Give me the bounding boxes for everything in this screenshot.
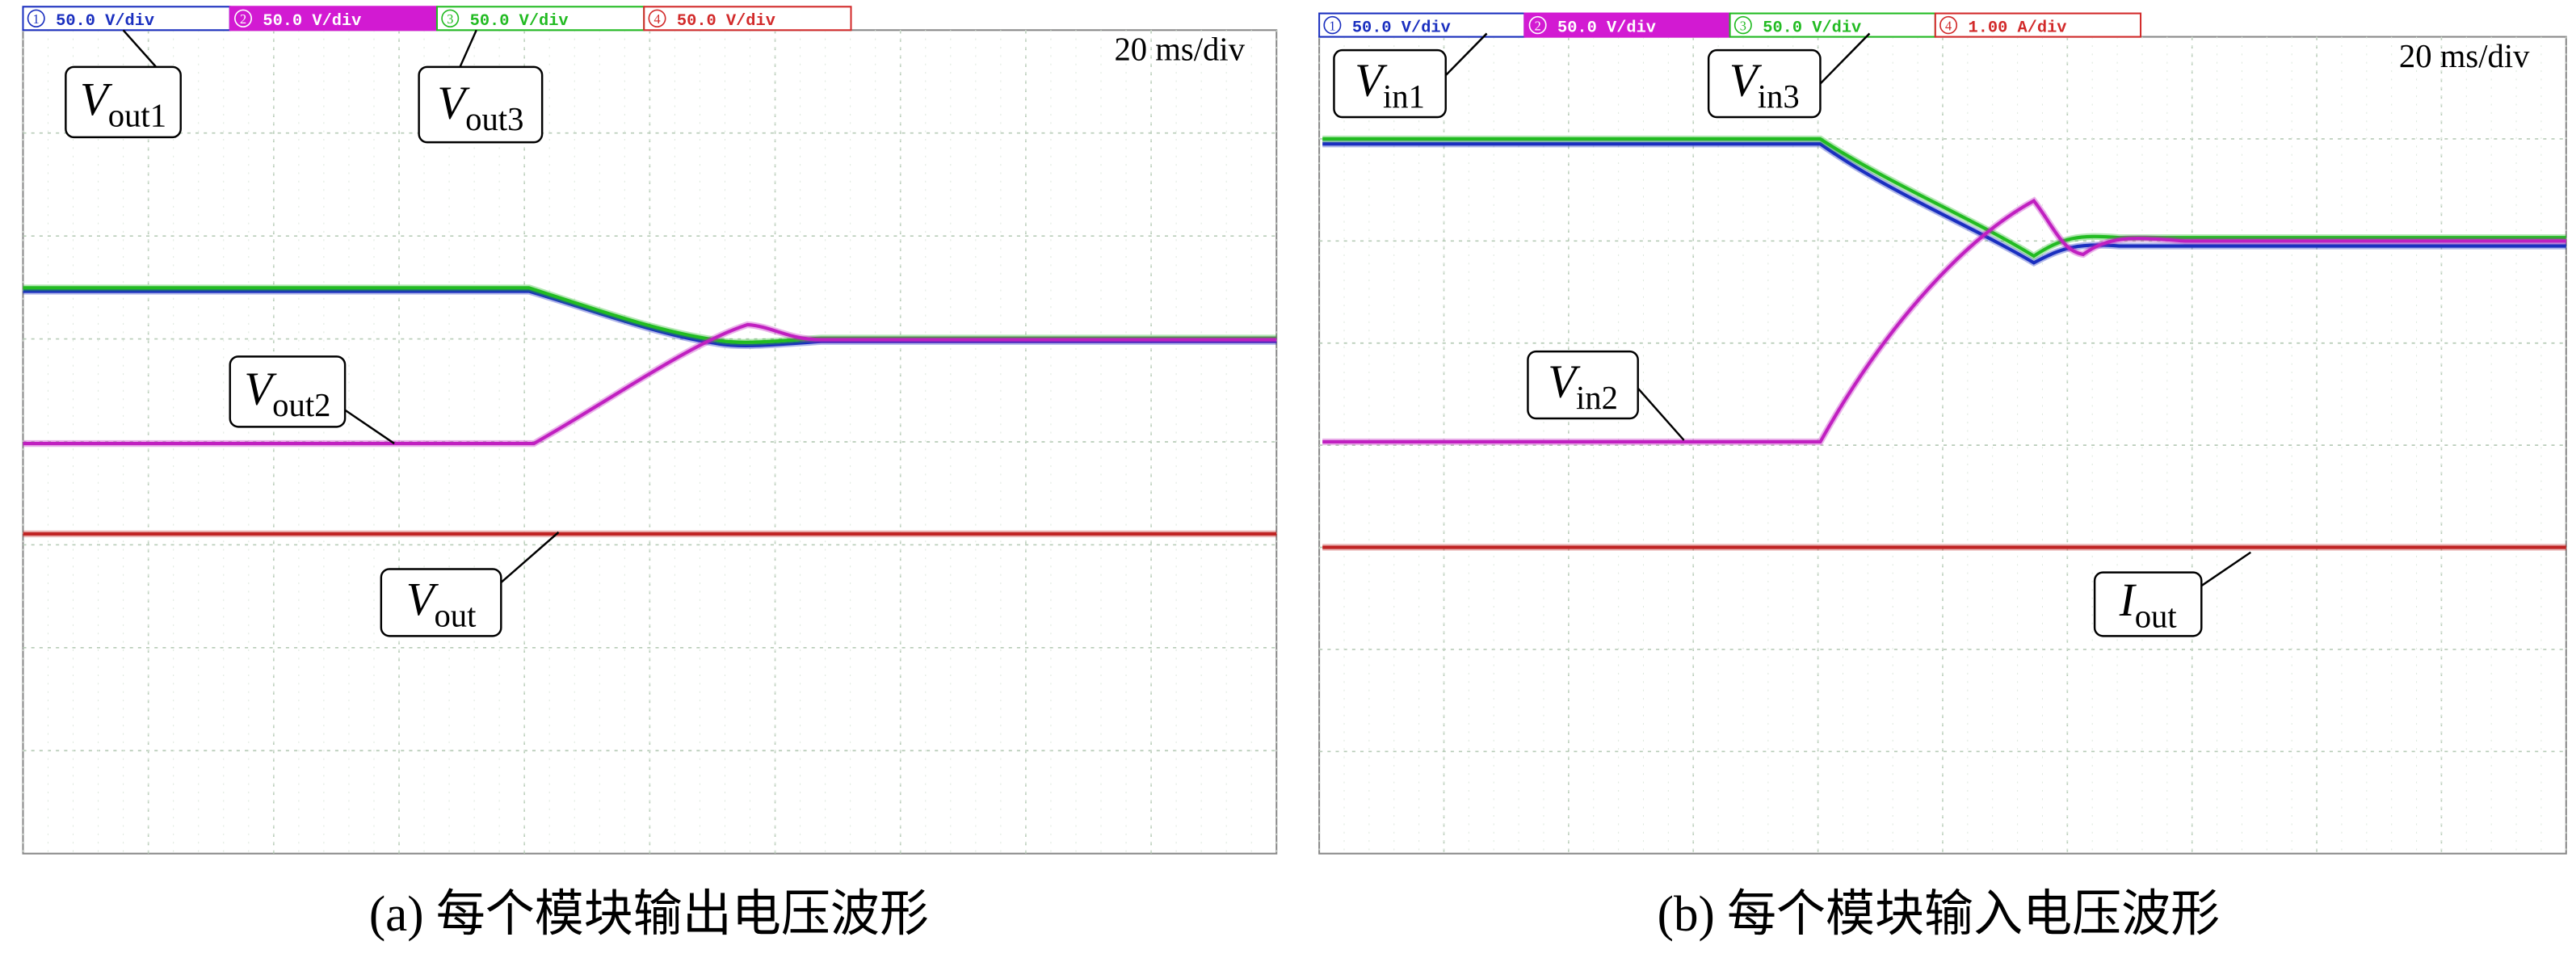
label-main: V: [1355, 55, 1388, 107]
waveform: [23, 322, 1277, 446]
waveform-label: Vout1: [80, 74, 166, 134]
channel-scale: 50.0 V/div: [677, 12, 775, 31]
timebase: 20 ms/div: [1114, 30, 1245, 67]
label-sub: out: [434, 596, 477, 633]
channel-number: 3: [447, 11, 453, 27]
label-main: V: [244, 364, 277, 415]
channel-number: 4: [1945, 18, 1952, 33]
channel-circle: [1939, 15, 1958, 35]
label-sub: out1: [108, 96, 166, 133]
label-box: [380, 568, 502, 637]
channel-scale: 50.0 V/div: [1557, 19, 1656, 37]
channel-scale: 50.0 V/div: [470, 12, 569, 31]
channel-scale: 50.0 V/div: [1763, 19, 1861, 37]
label-box: [2093, 571, 2203, 637]
caption: (a) 每个模块输出电压波形: [369, 886, 929, 942]
label-sub: in3: [1758, 78, 1800, 115]
label-sub: out: [2135, 597, 2178, 634]
waveform: [1322, 137, 2566, 258]
leader-line: [344, 409, 395, 445]
channel-circle: [27, 9, 45, 27]
channel-number: 2: [240, 11, 246, 27]
channel-box: [1934, 12, 2142, 38]
label-box: [65, 65, 182, 139]
waveform-label: Vout: [406, 574, 477, 633]
label-main: V: [80, 74, 113, 126]
label-box: [1333, 48, 1447, 119]
channel-number: 1: [1329, 18, 1335, 33]
waveform: [23, 286, 1277, 344]
label-box: [1527, 350, 1639, 420]
waveform-label: Vin2: [1548, 356, 1618, 416]
waveform-label: Vout3: [437, 78, 523, 137]
waveform-label: Vout2: [244, 364, 330, 423]
channel-circle: [234, 9, 252, 27]
label-box: [418, 65, 544, 144]
label-main: V: [437, 78, 470, 129]
waveform: [1322, 199, 2566, 444]
label-main: I: [2119, 575, 2137, 627]
leader-line: [1637, 387, 1685, 441]
waveform: [23, 289, 1277, 347]
channel-circle: [1733, 15, 1752, 35]
label-sub: out2: [272, 386, 330, 423]
channel-number: 2: [1535, 18, 1541, 33]
timebase: 20 ms/div: [2399, 37, 2530, 74]
channel-circle: [441, 9, 460, 27]
waveform-label: Vin1: [1355, 55, 1425, 115]
channel-circle: [648, 9, 666, 27]
channel-circle: [1323, 15, 1342, 35]
waveform-label: Vin3: [1729, 55, 1800, 115]
channel-scale: 1.00 A/div: [1968, 19, 2066, 37]
channel-scale: 50.0 V/div: [263, 12, 361, 31]
label-sub: out3: [465, 99, 523, 137]
label-box: [229, 355, 347, 428]
channel-circle: [1528, 15, 1547, 35]
channel-number: 3: [1740, 18, 1746, 33]
channel-box: [1318, 12, 1526, 38]
scope-panel: 1 50.0 V/div 2 50.0 V/div 3 50.0 V/div 4 1.00 A…: [1318, 12, 2567, 942]
channel-box: [643, 6, 852, 32]
waveform: [1322, 142, 2566, 265]
label-sub: in2: [1576, 379, 1618, 416]
waveform-label: Iout: [2119, 575, 2178, 635]
leader-line: [122, 29, 158, 68]
leader-line: [459, 29, 477, 68]
leader-line: [500, 531, 560, 583]
label-sub: in1: [1383, 78, 1425, 115]
channel-box: [22, 6, 231, 32]
leader-line: [2200, 551, 2251, 587]
leader-line: [1819, 32, 1871, 85]
channel-number: 1: [33, 11, 40, 27]
label-main: V: [1548, 356, 1581, 408]
leader-line: [1444, 32, 1488, 77]
label-main: V: [1729, 55, 1763, 107]
caption: (b) 每个模块输入电压波形: [1658, 886, 2220, 942]
channel-number: 4: [653, 11, 660, 27]
channel-box: [1523, 12, 1731, 38]
channel-scale: 50.0 V/div: [1352, 19, 1451, 37]
label-main: V: [406, 574, 439, 625]
label-box: [1707, 48, 1822, 119]
channel-scale: 50.0 V/div: [56, 12, 154, 31]
scope-panel: 1 50.0 V/div 2 50.0 V/div 3 50.0 V/div 4 50.0 V…: [22, 6, 1278, 942]
